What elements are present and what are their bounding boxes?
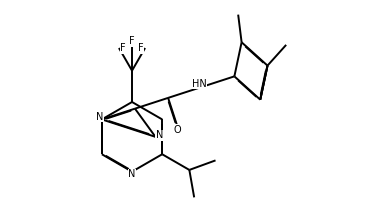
- Text: F: F: [138, 43, 144, 53]
- Text: F: F: [129, 36, 135, 46]
- Text: F: F: [120, 43, 126, 53]
- Text: HN: HN: [192, 79, 207, 89]
- Text: N: N: [97, 112, 104, 122]
- Text: N: N: [128, 169, 136, 179]
- Text: N: N: [156, 130, 163, 140]
- Text: O: O: [173, 124, 181, 135]
